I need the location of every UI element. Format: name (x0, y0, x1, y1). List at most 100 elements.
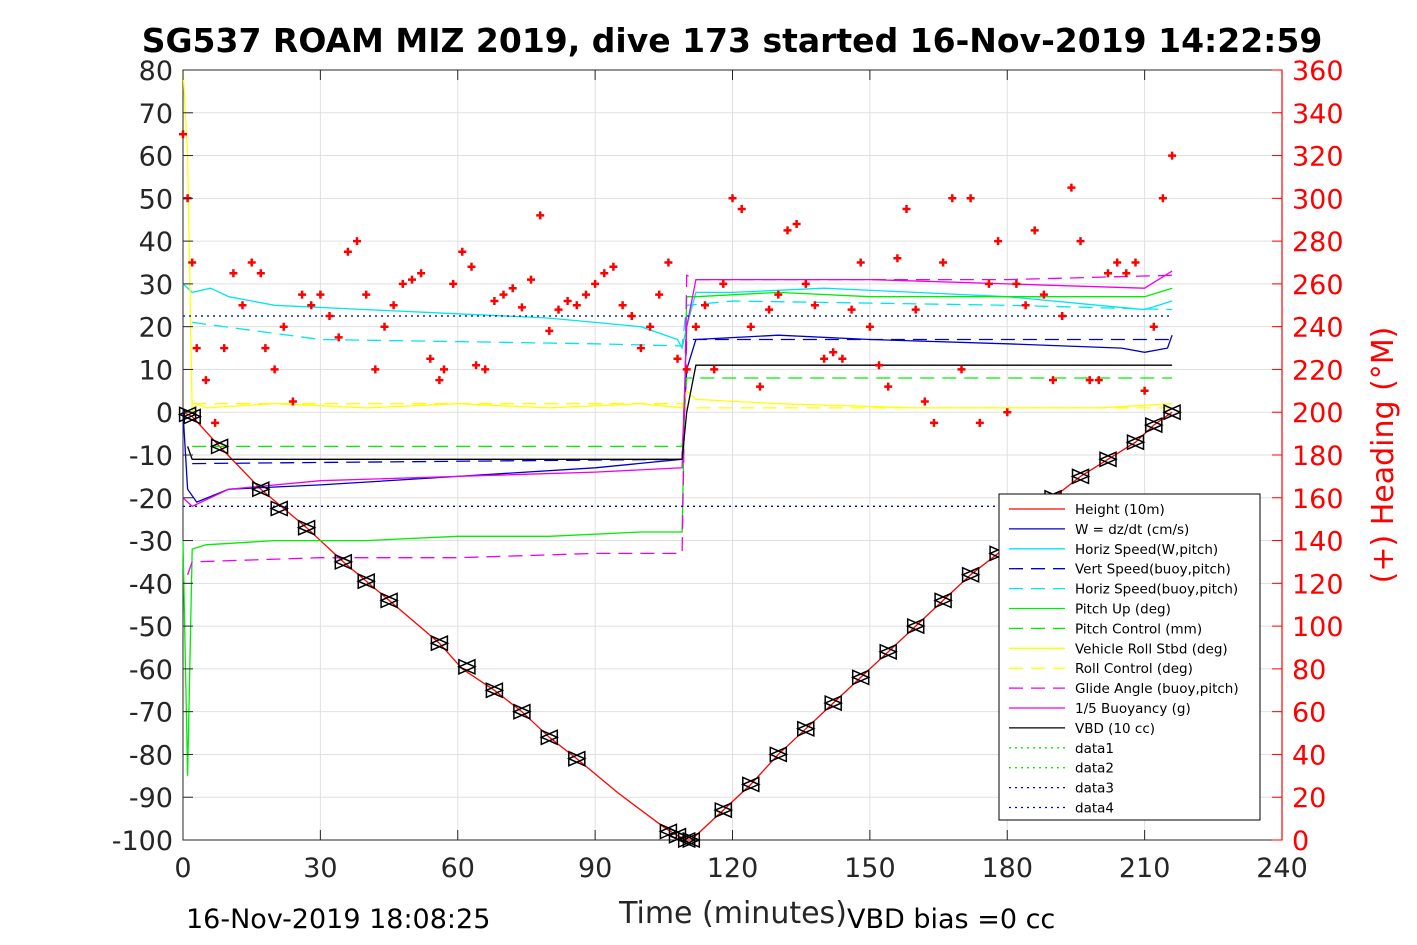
heading-point (746, 322, 755, 331)
y-tick-label: 40 (139, 227, 173, 258)
depth-marker (989, 545, 1008, 562)
heading-point (975, 418, 984, 427)
heading-point (865, 322, 874, 331)
heading-point (490, 297, 499, 305)
heading-point (820, 354, 829, 363)
depth-marker (1163, 404, 1182, 421)
heading-point (710, 365, 719, 374)
chart-title: SG537 ROAM MIZ 2019, dive 173 started 16… (142, 21, 1323, 60)
heading-point (201, 376, 210, 385)
series-line (192, 300, 1173, 347)
heading-point (371, 365, 380, 374)
heading-point (1003, 408, 1012, 417)
heading-point (536, 211, 545, 220)
y-tick-label: -50 (129, 612, 173, 643)
heading-point (256, 269, 265, 278)
heading-point (765, 305, 774, 314)
heading-point (664, 258, 673, 267)
heading-point (1085, 376, 1094, 385)
y2-tick-label: 0 (1292, 826, 1309, 857)
y2-tick-label: 120 (1292, 569, 1344, 600)
depth-marker (682, 831, 702, 849)
heading-point (527, 275, 535, 284)
heading-point (517, 303, 526, 312)
depth-marker (824, 694, 844, 712)
y2-tick-label: 20 (1292, 783, 1326, 814)
heading-point (875, 361, 883, 370)
legend-label: Vehicle Roll Stbd (deg) (1075, 641, 1228, 657)
heading-point (334, 333, 343, 342)
depth-marker (183, 408, 203, 425)
heading-point (792, 220, 801, 228)
heading-point (609, 262, 618, 271)
depth-marker (485, 682, 505, 699)
tick-layer: 0 30 60 90 120 150 180 210 24080706050403020100-… (112, 56, 1344, 884)
depth-marker (668, 827, 688, 844)
y2-tick-label: 100 (1292, 612, 1344, 643)
y2-tick-label: 220 (1292, 355, 1344, 386)
heading-point (1158, 194, 1167, 203)
depth-marker (1071, 468, 1091, 485)
heading-point (646, 322, 655, 331)
heading-point (238, 301, 247, 310)
heading-point (582, 290, 590, 299)
y-tick-label: -90 (129, 783, 173, 814)
heading-point (316, 290, 325, 299)
depth-marker (513, 703, 532, 720)
series-line (182, 270, 1173, 508)
depth-marker (879, 643, 899, 660)
depth-marker (1145, 416, 1164, 434)
heading-point (1122, 269, 1131, 278)
y-tick-label: 0 (156, 398, 173, 429)
y-tick-label: 70 (139, 99, 173, 130)
depth-marker (934, 592, 953, 609)
heading-point (380, 322, 389, 331)
heading-point (458, 247, 467, 256)
heading-point (362, 290, 371, 299)
series-line (182, 287, 1173, 776)
series-line (192, 377, 1173, 448)
y2-tick-label: 180 (1292, 441, 1344, 472)
heading-point (893, 254, 902, 263)
heading-point (229, 269, 238, 278)
legend-label: data1 (1075, 741, 1114, 757)
heading-point (449, 279, 458, 288)
legend-label: Height (10m) (1075, 502, 1165, 518)
depth-marker (297, 519, 317, 536)
x-axis-label: Time (minutes) (618, 896, 847, 931)
series-line (182, 283, 1173, 350)
y2-tick-label: 300 (1292, 184, 1344, 215)
heading-point (655, 290, 664, 299)
legend: Height (10m) W = dz/dt (cm/s) Horiz Speed(… (998, 493, 1261, 821)
heading-point (1021, 301, 1030, 310)
heading-point (948, 194, 957, 203)
x-tick-label: 0 (174, 853, 191, 884)
heading-point (1076, 237, 1085, 246)
series-line (186, 274, 1173, 576)
heading-point (192, 344, 201, 353)
heading-point (719, 279, 728, 288)
heading-point (426, 354, 435, 363)
x-tick-label: 30 (303, 853, 337, 884)
heading-point (627, 312, 636, 320)
y2-tick-label: 260 (1292, 270, 1344, 301)
depth-marker (430, 635, 450, 652)
y-tick-label: -40 (129, 569, 173, 600)
x-tick-label: 180 (981, 853, 1033, 884)
heading-point (1058, 312, 1067, 320)
series-line (182, 69, 1173, 413)
heading-point (572, 301, 581, 310)
heading-point (343, 247, 352, 256)
heading-point (756, 382, 764, 391)
heading-point (920, 397, 929, 406)
legend-label: Vert Speed(buoy,pitch) (1075, 562, 1231, 578)
depth-marker (540, 729, 560, 746)
y2-tick-label: 340 (1292, 99, 1344, 130)
depth-marker (714, 801, 734, 819)
y2-tick-label: 280 (1292, 227, 1344, 258)
y-tick-label: 10 (139, 355, 173, 386)
y-tick-label: 60 (139, 142, 173, 173)
x-tick-label: 90 (578, 853, 612, 884)
